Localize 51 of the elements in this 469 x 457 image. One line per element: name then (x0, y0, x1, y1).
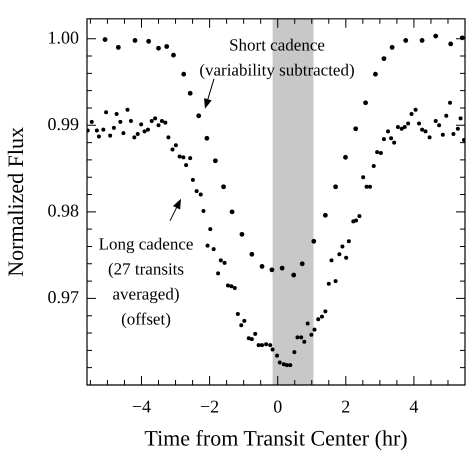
point (333, 184, 338, 190)
point (188, 90, 193, 96)
point (420, 38, 424, 43)
point (373, 72, 378, 77)
annotation: Long cadence (98, 234, 194, 254)
annotation: (variability subtracted) (199, 60, 355, 80)
x-tick-label: −4 (132, 396, 152, 417)
point (221, 184, 226, 190)
point (353, 126, 358, 132)
point (156, 46, 161, 51)
point (132, 38, 138, 43)
point (196, 113, 202, 118)
point (433, 34, 438, 39)
y-tick-label: 0.98 (48, 200, 79, 221)
point (291, 272, 296, 278)
point (240, 232, 244, 237)
point (280, 266, 285, 271)
point (390, 44, 395, 50)
point (363, 100, 368, 106)
x-tick-label: −2 (200, 396, 220, 417)
x-tick-label: 0 (273, 396, 282, 417)
point (230, 209, 234, 214)
annotation: averaged) (112, 284, 180, 304)
point (343, 154, 348, 160)
annotation: (offset) (121, 309, 171, 328)
point (249, 252, 254, 257)
point (116, 44, 121, 50)
point (382, 56, 386, 62)
point (212, 158, 218, 164)
point (300, 261, 305, 266)
point (171, 52, 176, 58)
point (448, 42, 454, 46)
point (260, 264, 264, 269)
y-tick-label: 0.97 (48, 287, 79, 308)
point (164, 44, 170, 49)
x-tick-label: 4 (409, 396, 418, 417)
point (403, 38, 408, 43)
point (322, 212, 328, 218)
point (146, 38, 152, 44)
y-tick-label: 0.99 (48, 114, 79, 134)
y-axis-title: Normalized Flux (2, 127, 28, 277)
y-tick-label: 1.00 (48, 27, 79, 48)
point (181, 72, 186, 77)
x-tick-label: 2 (341, 396, 350, 417)
annotation: Short cadence (229, 35, 325, 54)
point (270, 267, 274, 272)
x-axis-title: Time from Transit Center (hr) (144, 426, 408, 451)
point (311, 238, 316, 244)
point (102, 37, 108, 42)
annotation: (27 transits (108, 259, 184, 278)
point (204, 136, 210, 141)
